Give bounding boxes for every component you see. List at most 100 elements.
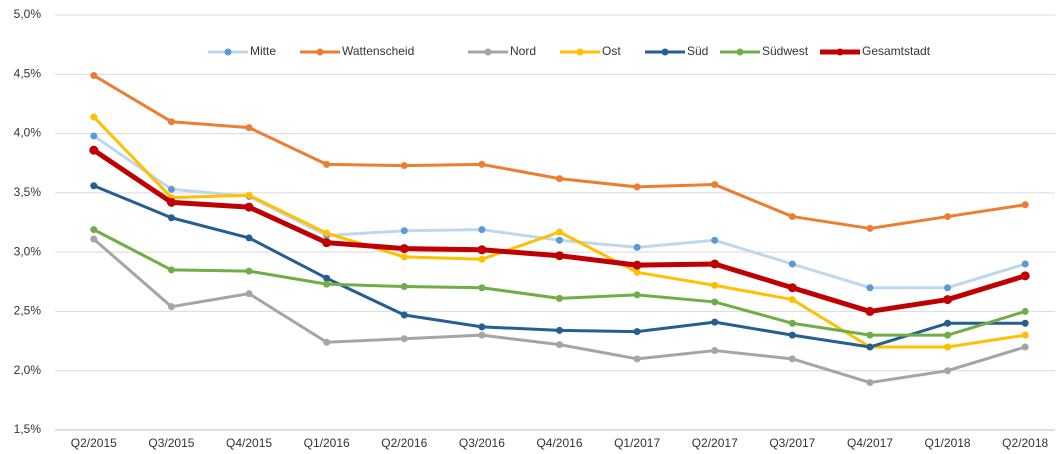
point <box>400 311 408 319</box>
legend-label: Südwest <box>762 44 809 58</box>
point <box>787 283 797 293</box>
y-tick-label: 3,0% <box>14 244 42 258</box>
point <box>478 255 486 263</box>
point <box>90 132 98 140</box>
x-tick-label: Q1/2018 <box>925 436 971 450</box>
point <box>633 291 641 299</box>
point <box>633 268 641 276</box>
point <box>866 379 874 387</box>
x-tick-label: Q3/2015 <box>148 436 194 450</box>
point <box>633 183 641 191</box>
y-tick-label: 3,5% <box>14 185 42 199</box>
point <box>633 243 641 251</box>
point <box>322 238 332 248</box>
point <box>477 245 487 255</box>
x-tick-label: Q2/2015 <box>71 436 117 450</box>
point <box>866 343 874 351</box>
point <box>90 71 98 79</box>
point <box>788 355 796 363</box>
legend-marker <box>661 48 669 56</box>
point <box>944 213 952 221</box>
legend-marker <box>224 48 232 56</box>
point <box>89 145 99 155</box>
point <box>943 295 953 305</box>
x-tick-label: Q2/2016 <box>381 436 427 450</box>
point <box>323 229 331 237</box>
point <box>166 197 176 207</box>
point <box>400 227 408 235</box>
point <box>788 260 796 268</box>
point <box>167 118 175 126</box>
point <box>556 175 563 183</box>
y-tick-label: 5,0% <box>14 7 42 21</box>
legend-marker <box>484 48 492 56</box>
legend-marker <box>576 48 584 56</box>
point <box>478 331 486 339</box>
point <box>711 181 719 189</box>
point <box>167 214 175 222</box>
x-tick-label: Q4/2015 <box>226 436 272 450</box>
point <box>556 341 563 349</box>
series-line <box>93 184 1026 349</box>
point <box>556 326 563 334</box>
point <box>556 236 563 244</box>
point <box>478 226 486 234</box>
x-tick-label: Q2/2017 <box>692 436 738 450</box>
legend-label: Nord <box>510 44 536 58</box>
y-tick-label: 2,0% <box>14 363 42 377</box>
legend-label: Mitte <box>250 44 276 58</box>
point <box>90 113 98 121</box>
point <box>556 228 563 236</box>
point <box>944 284 952 292</box>
point <box>478 284 486 292</box>
legend-label: Süd <box>687 44 708 58</box>
point <box>1021 201 1029 209</box>
point <box>90 182 98 190</box>
point <box>400 283 408 291</box>
point <box>556 294 563 302</box>
point <box>400 253 408 261</box>
legend-label: Gesamtstadt <box>862 44 931 58</box>
point <box>944 367 952 375</box>
point <box>633 355 641 363</box>
legend-label: Wattenscheid <box>342 44 414 58</box>
y-tick-label: 1,5% <box>14 422 42 436</box>
series-line <box>93 228 1026 337</box>
point <box>478 323 486 331</box>
legend-marker <box>316 48 324 56</box>
point <box>788 213 796 221</box>
point <box>245 234 253 242</box>
point <box>944 331 952 339</box>
legend-marker <box>836 48 844 56</box>
x-tick-label: Q2/2018 <box>1002 436 1048 450</box>
point <box>944 319 952 327</box>
point <box>1021 260 1029 268</box>
point <box>167 303 175 311</box>
point <box>478 160 486 168</box>
point <box>245 124 253 132</box>
point <box>90 235 98 243</box>
x-tick-label: Q1/2017 <box>614 436 660 450</box>
point <box>245 191 253 199</box>
legend-marker <box>736 48 744 56</box>
x-tick-label: Q1/2016 <box>304 436 350 450</box>
point <box>711 236 719 244</box>
point <box>866 331 874 339</box>
point <box>632 260 642 270</box>
point <box>555 251 564 261</box>
point <box>1021 319 1029 327</box>
point <box>1020 271 1030 281</box>
point <box>866 284 874 292</box>
point <box>400 335 408 343</box>
point <box>711 298 719 306</box>
point <box>1021 343 1029 351</box>
x-tick-label: Q3/2016 <box>459 436 505 450</box>
point <box>323 160 331 168</box>
point <box>1021 331 1029 339</box>
point <box>788 331 796 339</box>
point <box>167 185 175 193</box>
point <box>710 259 720 269</box>
point <box>244 202 254 212</box>
point <box>866 224 874 232</box>
point <box>399 244 409 254</box>
